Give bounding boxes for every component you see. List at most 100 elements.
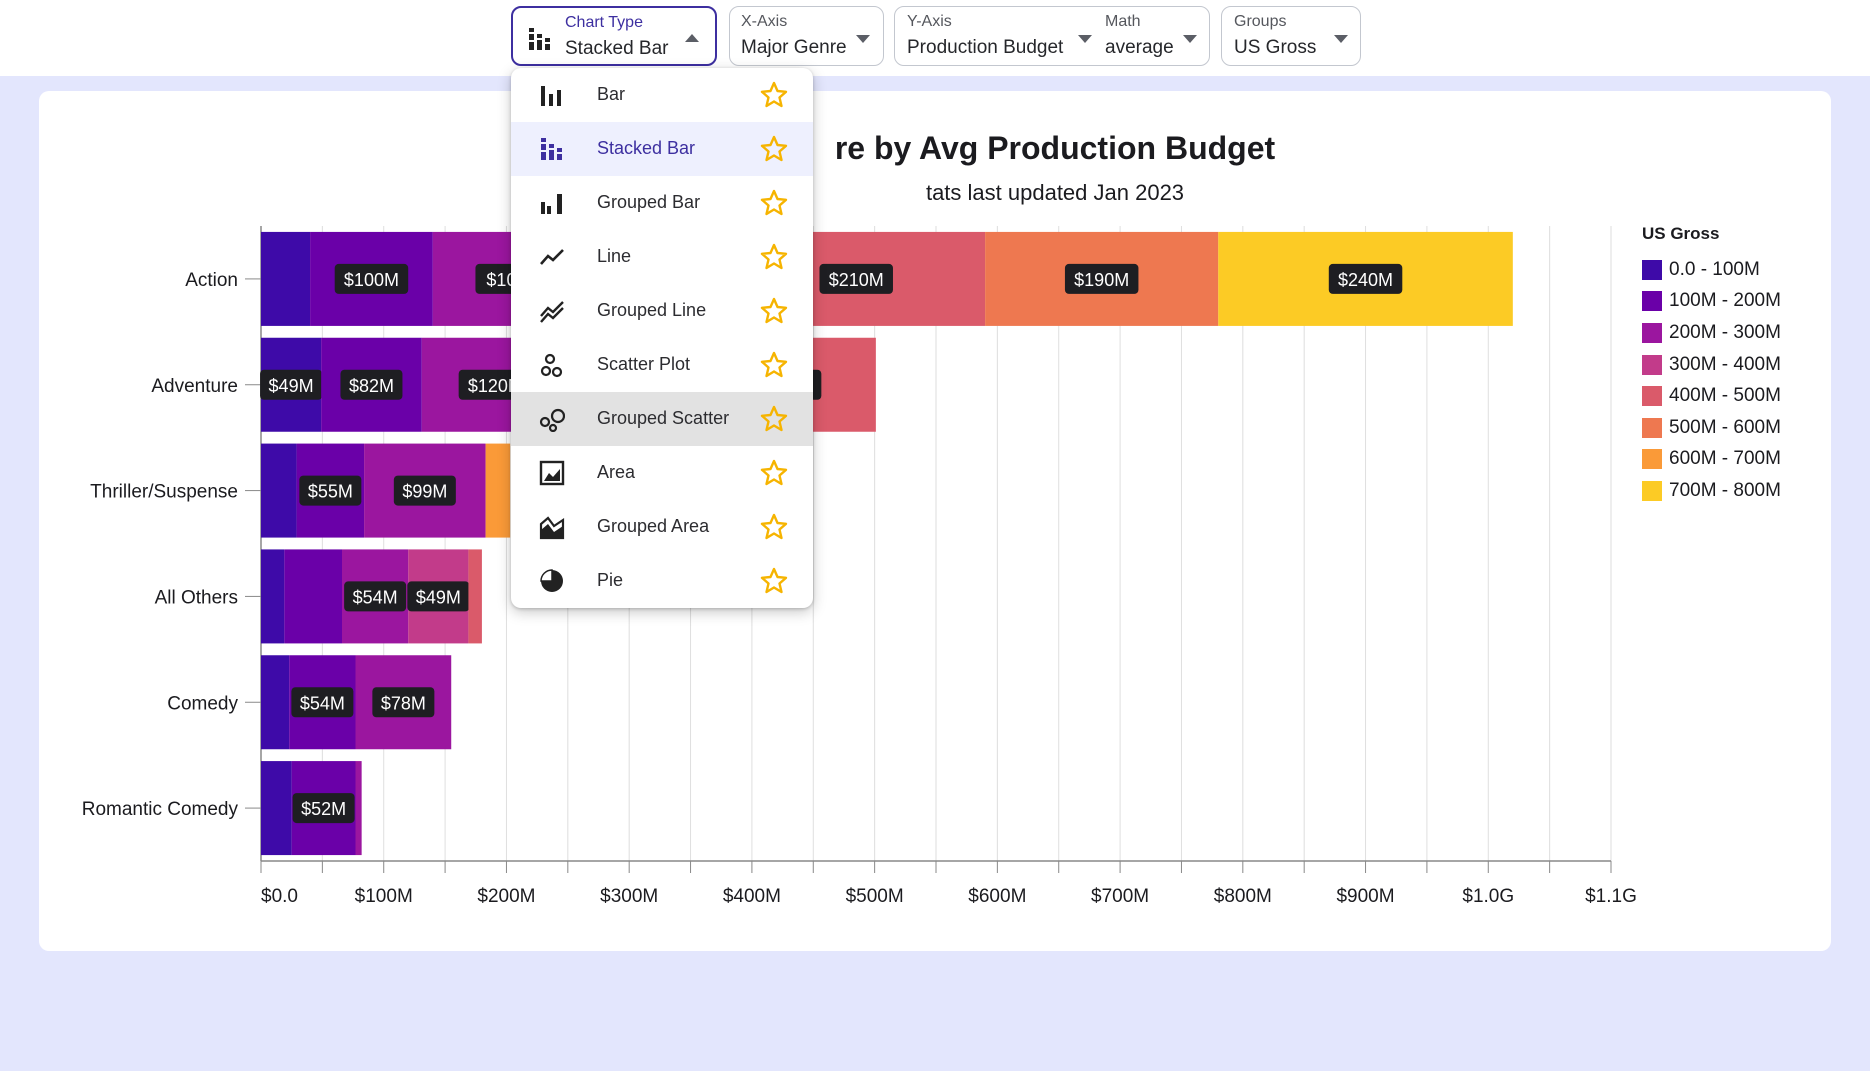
legend-label: 500M - 600M — [1669, 416, 1781, 438]
star-icon[interactable] — [759, 242, 789, 272]
legend-item: 500M - 600M — [1642, 412, 1781, 444]
scatter-plot-icon — [540, 353, 563, 378]
stacked-bar-icon — [529, 28, 550, 50]
star-icon[interactable] — [759, 350, 789, 380]
groups-select[interactable]: Groups US Gross — [1221, 6, 1361, 66]
data-label-bg — [299, 475, 362, 506]
pie-chart-icon — [540, 569, 563, 592]
chevron-down-icon — [1334, 35, 1348, 43]
legend-swatch — [1642, 291, 1662, 312]
menu-item-label: Pie — [597, 570, 624, 590]
line-chart-icon — [540, 249, 564, 265]
menu-item-grouped-bar[interactable]: Grouped Bar — [511, 176, 813, 230]
grouped-line-icon — [540, 301, 564, 323]
menu-item-area[interactable]: Area — [511, 446, 813, 500]
star-icon[interactable] — [759, 134, 789, 164]
area-chart-icon — [539, 460, 565, 486]
x-tick-label: $900M — [1336, 886, 1394, 907]
chevron-down-icon — [856, 35, 870, 43]
data-label-bg — [260, 369, 323, 400]
data-label: $55M — [308, 482, 353, 502]
chevron-up-icon — [685, 34, 699, 42]
legend-swatch — [1642, 449, 1662, 470]
legend-label: 400M - 500M — [1669, 385, 1781, 407]
data-label-bg — [344, 581, 407, 612]
menu-item-line[interactable]: Line — [511, 230, 813, 284]
data-label: $100M — [344, 270, 399, 290]
chart-type-value: Stacked Bar — [565, 38, 669, 59]
groups-label: Groups — [1234, 13, 1287, 30]
star-icon[interactable] — [759, 512, 789, 542]
legend-label: 0.0 - 100M — [1669, 258, 1760, 280]
groups-value: US Gross — [1234, 37, 1317, 58]
menu-item-grouped-scatter[interactable]: Grouped Scatter — [511, 392, 813, 446]
menu-item-label: Grouped Line — [597, 300, 707, 320]
legend-swatch — [1642, 480, 1662, 501]
grouped-scatter-icon — [539, 408, 565, 432]
bar-segment — [468, 549, 482, 644]
menu-item-pie[interactable]: Pie — [511, 554, 813, 608]
chart-type-select[interactable]: Chart Type Stacked Bar — [511, 6, 717, 66]
legend-title: US Gross — [1642, 224, 1720, 243]
legend-swatch — [1642, 322, 1662, 343]
data-label-bg — [1328, 263, 1403, 294]
chart-subtitle: tats last updated Jan 2023 — [925, 180, 1185, 205]
category-label: Action — [185, 270, 238, 291]
x-tick-label: $300M — [600, 886, 658, 907]
menu-item-stacked-bar[interactable]: Stacked Bar — [511, 122, 813, 176]
x-axis-select[interactable]: X-Axis Major Genre — [729, 6, 884, 66]
star-icon[interactable] — [759, 296, 789, 326]
math-label: Math — [1105, 13, 1141, 30]
x-tick-label: $0.0 — [261, 886, 298, 907]
menu-item-scatter-plot[interactable]: Scatter Plot — [511, 338, 813, 392]
star-icon[interactable] — [759, 80, 789, 110]
data-label: $99M — [402, 482, 447, 502]
data-label-bg — [1064, 263, 1139, 294]
x-axis-label: X-Axis — [741, 13, 788, 30]
data-label-bg — [407, 581, 470, 612]
star-icon[interactable] — [759, 404, 789, 434]
data-label: $54M — [300, 693, 345, 713]
bar-segment — [261, 761, 292, 856]
x-tick-label: $400M — [723, 886, 781, 907]
legend-item: 400M - 500M — [1642, 380, 1781, 412]
math-value[interactable]: average — [1105, 37, 1174, 58]
category-label: Thriller/Suspense — [90, 482, 238, 503]
x-tick-label: $1.0G — [1462, 886, 1514, 907]
menu-item-label: Grouped Scatter — [597, 408, 730, 428]
category-label: Comedy — [167, 693, 238, 714]
menu-item-label: Grouped Bar — [597, 192, 701, 212]
data-label-bg — [819, 263, 893, 294]
toolbar: Chart Type Stacked Bar X-Axis Major Genr… — [0, 0, 1870, 76]
legend-label: 200M - 300M — [1669, 321, 1781, 343]
star-icon[interactable] — [759, 458, 789, 488]
y-axis-value: Production Budget — [907, 37, 1064, 58]
menu-item-label: Grouped Area — [597, 516, 710, 536]
data-label-bg — [340, 369, 403, 400]
legend-swatch — [1642, 259, 1662, 280]
legend-item: 300M - 400M — [1642, 349, 1781, 381]
menu-item-label: Line — [597, 246, 632, 266]
legend-item: 0.0 - 100M — [1642, 254, 1781, 286]
legend-label: 300M - 400M — [1669, 353, 1781, 375]
legend-item: 200M - 300M — [1642, 317, 1781, 349]
menu-item-label: Scatter Plot — [597, 354, 691, 374]
legend-label: 100M - 200M — [1669, 290, 1781, 312]
legend-swatch — [1642, 386, 1662, 407]
y-axis-select[interactable]: Y-Axis Production Budget Math average — [894, 6, 1210, 66]
menu-item-bar[interactable]: Bar — [511, 68, 813, 122]
x-tick-label: $700M — [1091, 886, 1149, 907]
star-icon[interactable] — [759, 188, 789, 218]
bar-segment — [261, 549, 285, 644]
stacked-bar-icon — [541, 138, 562, 160]
menu-item-grouped-area[interactable]: Grouped Area — [511, 500, 813, 554]
legend: US Gross 0.0 - 100M 100M - 200M 200M - 300… — [1642, 224, 1781, 507]
bar-segment — [261, 655, 290, 750]
y-axis-label: Y-Axis — [907, 13, 952, 30]
menu-item-grouped-line[interactable]: Grouped Line — [511, 284, 813, 338]
legend-label: 700M - 800M — [1669, 479, 1781, 501]
x-tick-label: $200M — [477, 886, 535, 907]
star-icon[interactable] — [759, 566, 789, 596]
data-label: $240M — [1338, 270, 1393, 290]
